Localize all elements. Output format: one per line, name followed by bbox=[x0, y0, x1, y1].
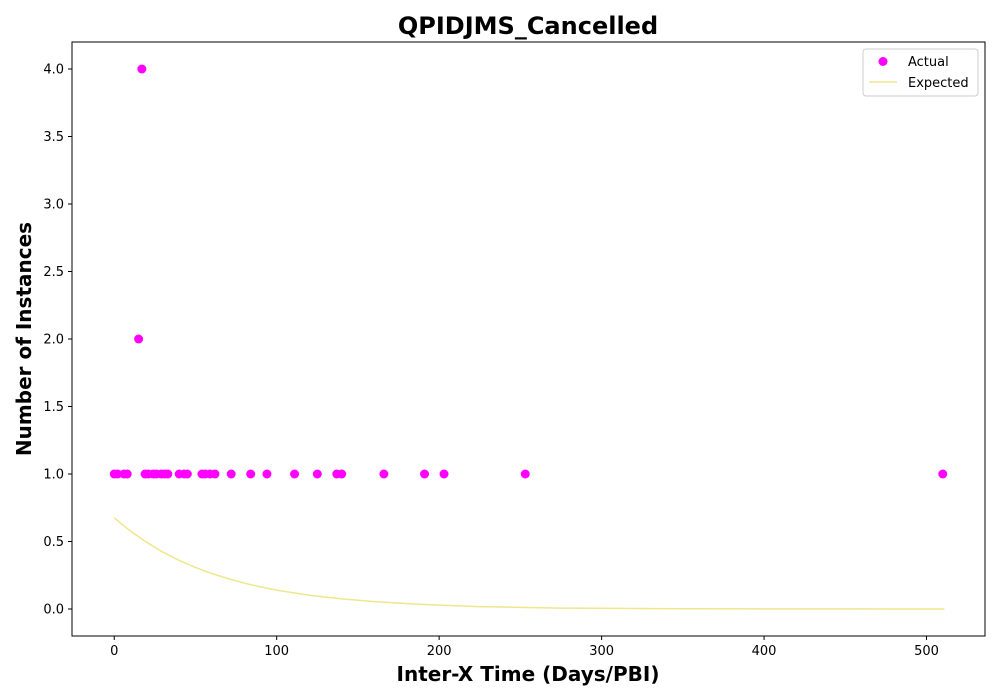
axes-frame bbox=[71, 41, 986, 637]
actual-point bbox=[163, 469, 173, 479]
y-tick-label: 1.5 bbox=[43, 400, 64, 415]
x-tick-label: 200 bbox=[427, 644, 452, 659]
actual-point bbox=[520, 469, 530, 479]
actual-point bbox=[262, 469, 272, 479]
actual-point bbox=[210, 469, 220, 479]
expected-line bbox=[113, 517, 945, 610]
y-axis-ticks: 0.0 0.5 1.0 1.5 2.0 2.5 3.0 3.5 4.0 bbox=[43, 63, 72, 618]
x-tick-label: 100 bbox=[264, 644, 289, 659]
actual-point bbox=[226, 469, 236, 479]
legend-expected-label: Expected bbox=[908, 76, 969, 91]
actual-point bbox=[312, 469, 322, 479]
legend-actual-marker bbox=[878, 57, 888, 66]
actual-point bbox=[182, 469, 192, 479]
legend-box bbox=[862, 48, 979, 97]
x-axis-ticks: 0 100 200 300 400 500 bbox=[110, 636, 939, 659]
y-axis-label: Number of Instances bbox=[12, 222, 36, 456]
actual-point bbox=[290, 469, 300, 479]
actual-point bbox=[938, 469, 948, 479]
x-tick-label: 500 bbox=[914, 644, 939, 659]
x-tick-label: 300 bbox=[589, 644, 614, 659]
plot-area bbox=[109, 64, 948, 610]
actual-point bbox=[379, 469, 389, 479]
y-tick-label: 0.5 bbox=[43, 535, 64, 550]
y-tick-label: 3.0 bbox=[43, 198, 64, 213]
actual-point bbox=[122, 469, 132, 479]
actual-point bbox=[246, 469, 256, 479]
actual-point bbox=[137, 64, 147, 74]
y-tick-label: 0.0 bbox=[43, 603, 64, 618]
actual-point bbox=[112, 469, 122, 479]
actual-point bbox=[134, 334, 144, 344]
x-axis-label: Inter-X Time (Days/PBI) bbox=[397, 662, 660, 686]
y-tick-label: 3.5 bbox=[43, 130, 64, 145]
actual-point bbox=[420, 469, 430, 479]
legend: Actual Expected bbox=[862, 48, 979, 97]
actual-point bbox=[439, 469, 449, 479]
x-tick-label: 0 bbox=[110, 644, 118, 659]
y-tick-label: 2.5 bbox=[43, 265, 64, 280]
y-tick-label: 1.0 bbox=[43, 468, 64, 483]
actual-point bbox=[337, 469, 347, 479]
legend-actual-label: Actual bbox=[908, 55, 949, 70]
x-tick-label: 400 bbox=[752, 644, 777, 659]
chart-title: QPIDJMS_Cancelled bbox=[398, 12, 658, 40]
y-tick-label: 4.0 bbox=[43, 63, 64, 78]
y-tick-label: 2.0 bbox=[43, 333, 64, 348]
